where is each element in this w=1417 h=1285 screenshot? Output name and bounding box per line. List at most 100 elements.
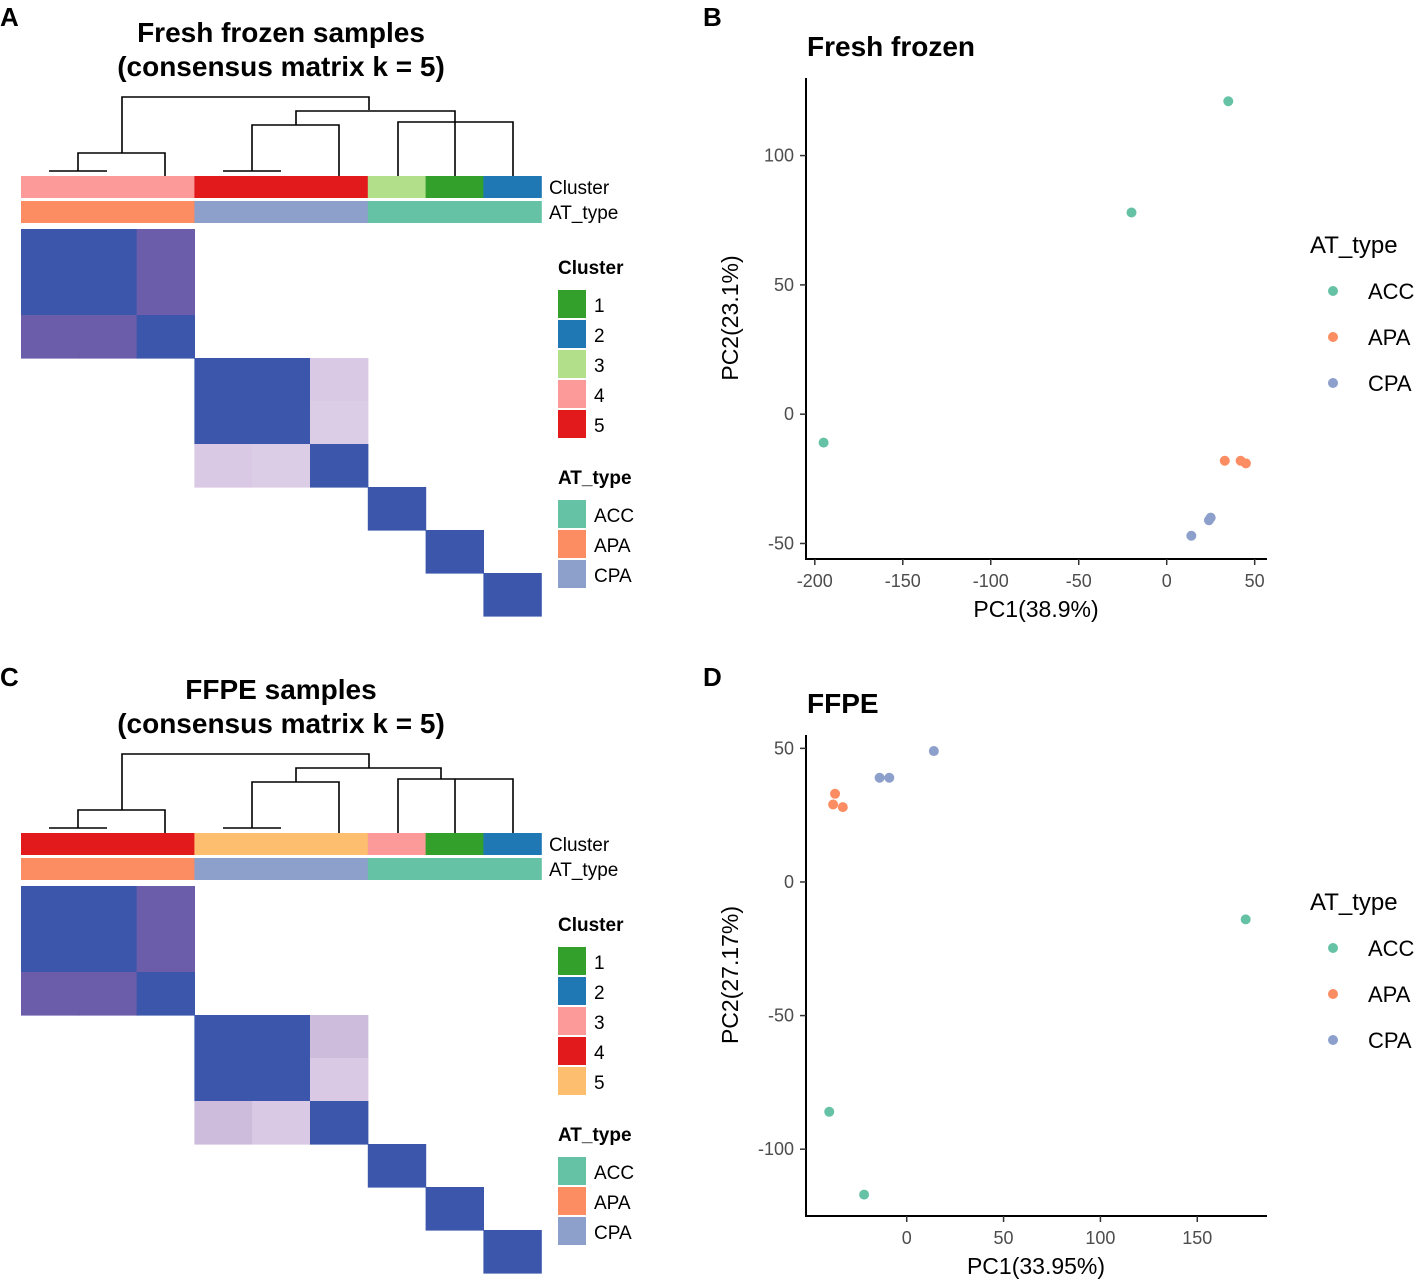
type-annotation-bar — [21, 858, 542, 880]
legend-swatch — [558, 560, 586, 588]
legend-label: CPA — [594, 1223, 632, 1244]
legend-label: 3 — [594, 356, 605, 377]
legend-label: ACC — [1368, 279, 1415, 304]
legend-swatch — [558, 500, 586, 528]
legend-label: 5 — [594, 1073, 605, 1094]
legend-label: APA — [594, 536, 631, 557]
scatter-ffpe: FFPE 0 50 100 150 -100 -50 0 50 PC1(33.95%) PC2… — [717, 688, 1415, 1279]
cluster-annotation-bar — [21, 176, 542, 198]
heatmap-cell — [21, 315, 80, 359]
axes-ticks: -200 -150 -100 -50 0 50 -50 0 50 100 — [764, 146, 1265, 591]
type-cell — [252, 201, 311, 223]
x-axis-label: PC1(33.95%) — [967, 1253, 1105, 1279]
heatmap-cell — [78, 886, 138, 930]
heatmap-cell — [21, 272, 80, 316]
scatter-fresh-frozen: Fresh frozen -200 -150 -100 -50 0 50 -50 0 50 100… — [717, 31, 1415, 622]
legend-label: 1 — [594, 953, 605, 974]
scatter-legend: ACC APA CPA — [1328, 279, 1415, 396]
scatter-point — [1203, 515, 1214, 526]
scatter-point — [874, 772, 885, 783]
legend-swatch — [558, 1157, 586, 1185]
type-cell — [136, 858, 195, 880]
scatter-point — [928, 746, 939, 757]
legend-label: ACC — [1368, 936, 1415, 961]
heatmap-cell — [78, 929, 138, 973]
cluster-cell — [483, 176, 542, 198]
legend-title: AT_type — [1310, 889, 1398, 916]
heatmap-cell — [310, 358, 369, 402]
heatmap-fresh-frozen: Fresh frozen samples (consensus matrix k… — [21, 17, 634, 617]
heatmap-cell — [78, 272, 138, 316]
heatmap-cell — [252, 444, 311, 488]
legend-cluster: 1 2 3 4 5 — [558, 947, 605, 1095]
heatmap-cell — [252, 401, 311, 445]
y-tick-label: -50 — [768, 1006, 794, 1026]
cluster-cell — [252, 176, 311, 198]
legend-label: ACC — [594, 506, 634, 527]
y-tick-label: 0 — [784, 872, 794, 892]
annotation-label-at-type: AT_type — [549, 203, 618, 224]
cluster-cell — [425, 833, 484, 855]
y-tick-label: 0 — [784, 404, 794, 424]
legend-label: APA — [1368, 325, 1411, 350]
legend-at-type: ACC APA CPA — [558, 500, 634, 588]
legend-key — [1328, 378, 1338, 388]
scatter-point — [1223, 96, 1234, 107]
legend-swatch — [558, 977, 586, 1005]
heatmap-cell — [136, 929, 195, 973]
legend-swatch — [558, 1007, 586, 1035]
scatter-point — [1126, 207, 1137, 218]
heatmap-title-line2: (consensus matrix k = 5) — [117, 51, 445, 82]
x-tick-label: -150 — [885, 571, 921, 591]
heatmap-cell — [136, 886, 195, 930]
cluster-cell — [367, 176, 427, 198]
cluster-cell — [136, 176, 195, 198]
legend-swatch — [558, 350, 586, 378]
legend-cluster: 1 2 3 4 5 — [558, 290, 605, 438]
heatmap-cell — [136, 972, 195, 1016]
y-axis-label: PC2(23.1%) — [717, 255, 743, 380]
cluster-cell — [194, 833, 253, 855]
y-tick-label: -100 — [758, 1139, 794, 1159]
legend-key — [1328, 332, 1338, 342]
x-tick-label: -50 — [1066, 571, 1092, 591]
scatter-point — [837, 802, 848, 813]
heatmap-cell — [78, 229, 138, 273]
legend-label: 4 — [594, 386, 605, 407]
scatter-point — [1219, 455, 1230, 466]
legend-swatch — [558, 1037, 586, 1065]
scatter-point — [818, 437, 829, 448]
heatmap-cell — [78, 315, 138, 359]
type-cell — [136, 201, 195, 223]
heatmap-cell — [194, 1101, 253, 1145]
cluster-cell — [194, 176, 253, 198]
legend-label: APA — [1368, 982, 1411, 1007]
legend-label: CPA — [1368, 1028, 1412, 1053]
scatter-title: FFPE — [807, 688, 879, 719]
cluster-cell — [21, 176, 80, 198]
heatmap-title-line1: FFPE samples — [185, 674, 376, 705]
scatter-points — [818, 96, 1251, 541]
scatter-point — [1240, 458, 1251, 469]
cluster-annotation-bar — [21, 833, 542, 855]
heatmap-cell — [136, 272, 195, 316]
scatter-point — [859, 1189, 870, 1200]
panel-label-a: A — [0, 2, 19, 32]
heatmap-cell — [21, 972, 80, 1016]
annotation-label-cluster: Cluster — [549, 835, 610, 856]
scatter-title: Fresh frozen — [807, 31, 975, 62]
y-tick-label: 50 — [774, 275, 794, 295]
legend-label: 5 — [594, 416, 605, 437]
type-cell — [425, 201, 484, 223]
heatmap-cell — [252, 1058, 311, 1102]
legend-label: ACC — [594, 1163, 634, 1184]
heatmap-cell — [194, 444, 253, 488]
legend-swatch — [558, 1217, 586, 1245]
y-tick-label: 50 — [774, 738, 794, 758]
legend-label: 1 — [594, 296, 605, 317]
legend-label: 3 — [594, 1013, 605, 1034]
y-tick-label: -50 — [768, 533, 794, 553]
cluster-cell — [310, 833, 369, 855]
type-cell — [425, 858, 484, 880]
